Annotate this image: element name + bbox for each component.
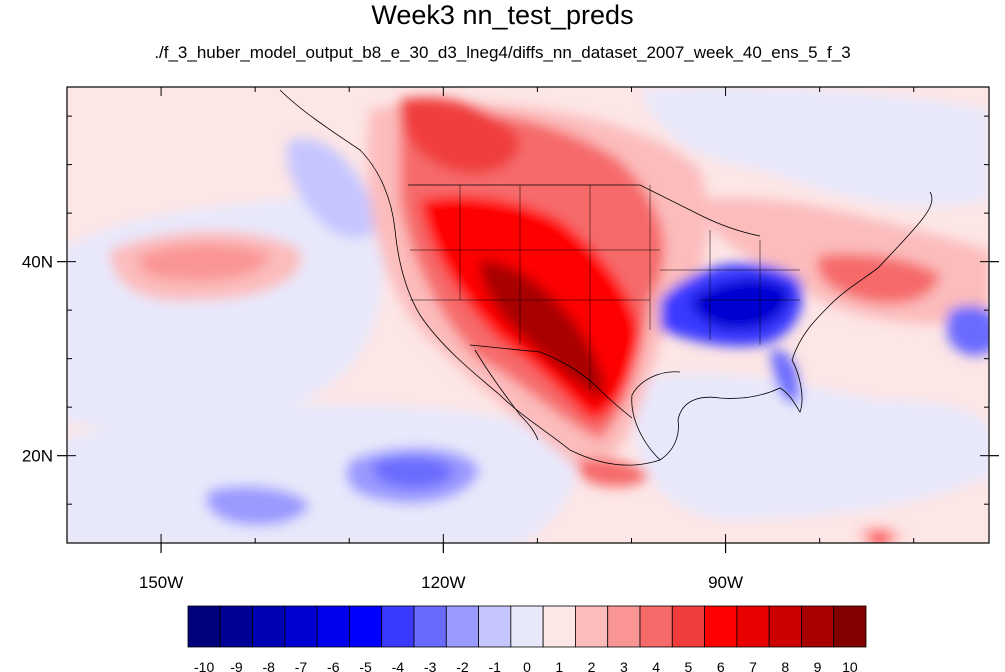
colorbar-label: 9 (814, 659, 822, 672)
north-america-coastline (279, 89, 933, 466)
map-frame (66, 86, 990, 544)
y-tick-label: 40N (22, 253, 53, 272)
anomaly-region-south-pacific-blue (67, 404, 577, 543)
colorbar-swatch (219, 605, 253, 648)
colorbar-swatch (542, 605, 576, 648)
anomaly-region-atlantic-blue (946, 305, 989, 356)
axis-ticks: 150W 120W 90W 20N 40N (22, 87, 999, 592)
colorbar-label: 3 (620, 659, 628, 672)
anomaly-region-tropical-blue-core (373, 457, 455, 489)
colorbar-label: 1 (555, 659, 563, 672)
colorbar-swatch (607, 605, 641, 648)
colorbar-swatch (833, 605, 867, 648)
anomaly-region-east-red (817, 253, 940, 304)
colorbar-label: 7 (749, 659, 757, 672)
colorbar-swatch (510, 605, 544, 648)
anomaly-region-canada-blue (640, 87, 989, 207)
colorbar-label: 5 (685, 659, 693, 672)
x-tick-label: 150W (139, 573, 183, 592)
colorbar-label: -10 (194, 659, 214, 672)
colorbar-swatch (704, 605, 738, 648)
gulf-of-mexico-coastline (631, 371, 681, 461)
us-canada-border (408, 184, 761, 237)
anomaly-region-florida-blue (770, 349, 800, 404)
colorbar-label: 2 (588, 659, 596, 672)
y-tick-label: 20N (22, 447, 53, 466)
colorbar-swatch (316, 605, 350, 648)
colorbar-label: 10 (842, 659, 858, 672)
colorbar-label: 0 (523, 659, 531, 672)
anomaly-region-canada-red (399, 97, 520, 174)
colorbar-swatch (413, 605, 447, 648)
map-plot-area (67, 87, 989, 543)
map-subtitle: ./f_3_huber_model_output_b8_e_30_d3_lneg… (154, 43, 851, 62)
x-tick-label: 120W (421, 573, 465, 592)
x-tick-label: 90W (708, 573, 743, 592)
colorbar-swatch (349, 605, 383, 648)
colorbar-swatch (381, 605, 415, 648)
colorbar: -10 -9 -8 -7 -6 -5 -4 -3 -2 -1 0 1 2 3 4 5 6 7 8 9 10 (187, 605, 867, 672)
colorbar-label: -5 (359, 659, 372, 672)
colorbar-label: 8 (781, 659, 789, 672)
colorbar-swatch (801, 605, 835, 648)
anomaly-region-gulf-blue (634, 373, 989, 520)
anomaly-region-eastern-us-dark-blue (690, 278, 790, 330)
colorbar-swatch (252, 605, 286, 648)
colorbar-swatch (768, 605, 802, 648)
anomaly-region-nw-blue (286, 138, 380, 239)
coastlines (279, 89, 933, 466)
anomaly-region-west-tropical-blue (206, 485, 310, 526)
colorbar-label: 6 (717, 659, 725, 672)
baja-coastline (474, 349, 539, 441)
colorbar-label: -6 (327, 659, 340, 672)
colorbar-swatch (736, 605, 770, 648)
colorbar-label: -3 (424, 659, 437, 672)
anomaly-region-southeast-red (870, 532, 894, 543)
anomaly-region-pacific-red (139, 243, 270, 282)
colorbar-label: -8 (262, 659, 275, 672)
us-mexico-border (469, 344, 633, 419)
colorbar-label: 4 (652, 659, 660, 672)
map-title: Week3 nn_test_preds (371, 0, 634, 30)
anomaly-region-mexico-red (577, 458, 650, 487)
colorbar-swatch (478, 605, 512, 648)
colorbar-label: -7 (295, 659, 308, 672)
anomaly-region-core-dark-red (480, 260, 604, 400)
colorbar-swatch (575, 605, 609, 648)
state-borders (410, 185, 800, 390)
colorbar-swatch (445, 605, 479, 648)
colorbar-swatch (187, 605, 221, 648)
colorbar-label: -1 (488, 659, 501, 672)
colorbar-label: -9 (230, 659, 243, 672)
colorbar-swatch (639, 605, 673, 648)
anomaly-field (67, 87, 989, 543)
colorbar-swatch (671, 605, 705, 648)
colorbar-swatch (284, 605, 318, 648)
colorbar-label: -4 (392, 659, 405, 672)
colorbar-label: -2 (456, 659, 469, 672)
